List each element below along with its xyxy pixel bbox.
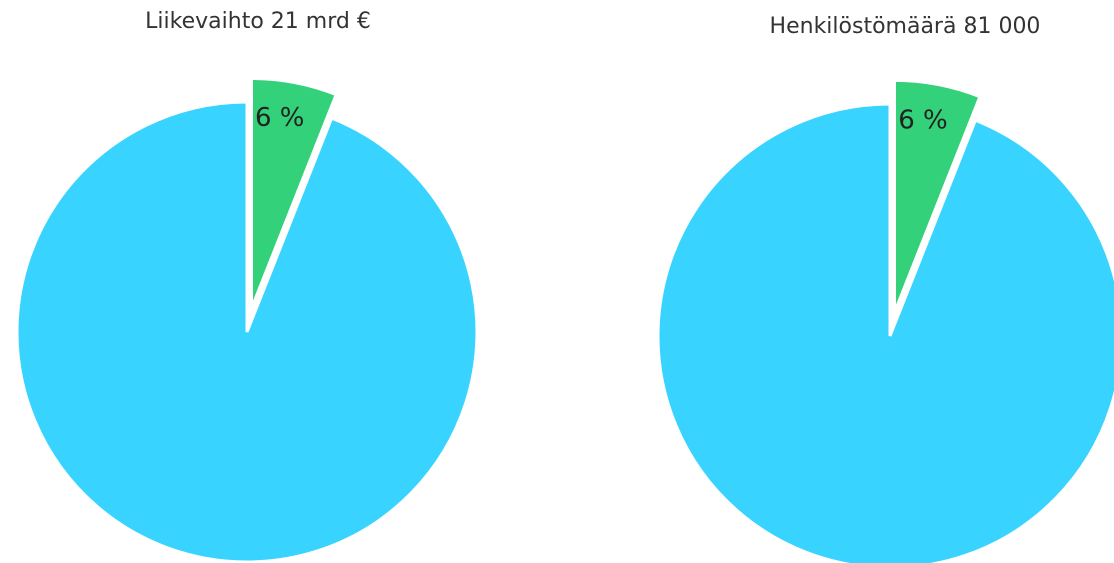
pie-slice [656,102,1114,563]
value-label: 6 % [255,103,305,133]
chart-title: Henkilöstömäärä 81 000 [770,14,1041,39]
chart-title: Liikevaihto 21 mrd € [145,9,371,34]
value-label: 6 % [898,105,948,135]
pie-slice [892,78,982,313]
pie-slice [249,76,339,309]
pie-slice [15,100,479,563]
